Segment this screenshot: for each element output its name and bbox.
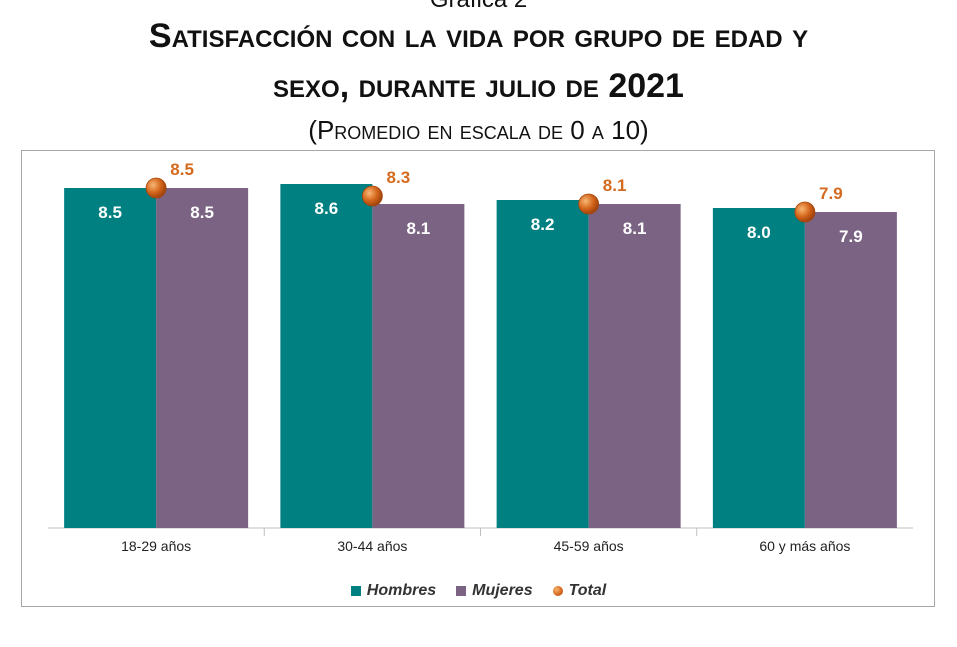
legend-item-total: Total xyxy=(552,582,607,600)
chart-title-line-1: Satisfacción con la vida por grupo de ed… xyxy=(148,17,809,55)
bar-mujeres xyxy=(372,204,465,528)
data-label-mujeres: 8.5 xyxy=(190,203,214,222)
category-label: 60 y más años xyxy=(759,538,850,554)
data-label-total: 8.3 xyxy=(387,168,411,187)
bar-mujeres xyxy=(804,212,897,528)
marker-total xyxy=(794,201,816,223)
data-label-mujeres: 8.1 xyxy=(407,219,431,238)
bar-hombres xyxy=(496,200,589,528)
marker-total xyxy=(145,177,167,199)
chart-number-label: Gráfica 2 xyxy=(0,0,957,8)
legend-label-mujeres: Mujeres xyxy=(472,582,533,599)
data-label-total: 7.9 xyxy=(819,184,843,203)
marker-total xyxy=(361,185,383,207)
chart-legend: Hombres Mujeres Total xyxy=(0,581,957,601)
bar-hombres xyxy=(280,184,373,528)
marker-total xyxy=(578,193,600,215)
chart-subtitle: (Promedio en escala de 0 a 10) xyxy=(308,115,649,145)
data-label-total: 8.1 xyxy=(603,176,627,195)
data-label-hombres: 8.5 xyxy=(98,203,122,222)
category-label: 45-59 años xyxy=(554,538,624,554)
chart-title-text: sexo, durante julio de xyxy=(273,67,609,105)
data-label-hombres: 8.6 xyxy=(315,199,339,218)
data-label-hombres: 8.2 xyxy=(531,215,555,234)
legend-swatch-mujeres xyxy=(456,586,467,596)
data-label-mujeres: 8.1 xyxy=(623,219,647,238)
legend-item-hombres: Hombres xyxy=(350,582,437,600)
legend-marker-total xyxy=(552,586,563,596)
data-label-total: 8.5 xyxy=(170,160,194,179)
data-label-mujeres: 7.9 xyxy=(839,227,863,246)
category-label: 30-44 años xyxy=(337,538,407,554)
bar-hombres xyxy=(712,208,805,528)
chart-title-year: 2021 xyxy=(608,67,684,105)
legend-item-mujeres: Mujeres xyxy=(456,582,533,600)
category-label: 18-29 años xyxy=(121,538,191,554)
legend-label-total: Total xyxy=(568,582,607,599)
legend-label-hombres: Hombres xyxy=(366,582,437,599)
data-label-hombres: 8.0 xyxy=(747,223,771,242)
chart-title-line-2: sexo, durante julio de 2021 xyxy=(0,66,957,106)
bar-mujeres xyxy=(588,204,681,528)
bar-mujeres xyxy=(156,188,249,528)
bar-hombres xyxy=(64,188,157,528)
legend-swatch-hombres xyxy=(350,586,361,596)
